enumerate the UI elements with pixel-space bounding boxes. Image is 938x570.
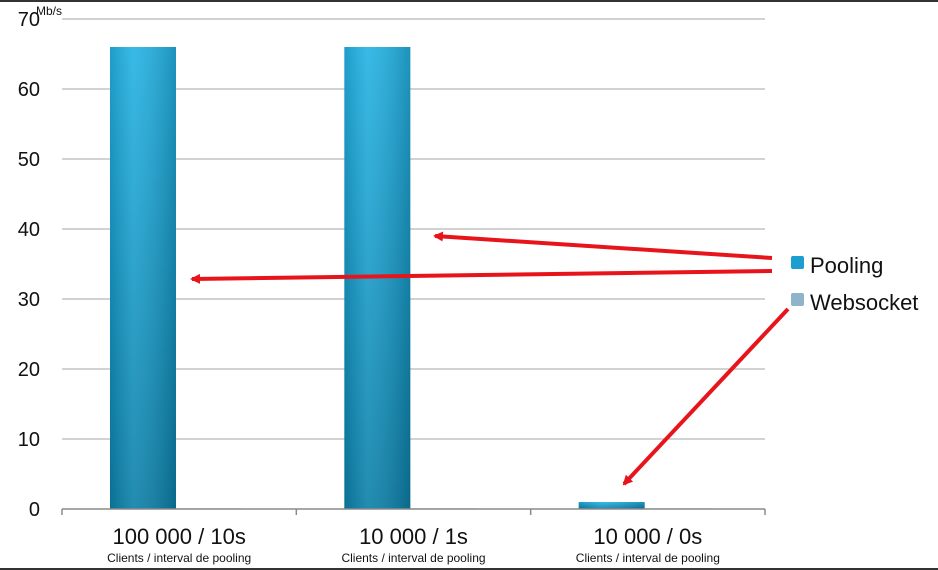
category-label: 10 000 / 0s [593,524,702,549]
legend-swatch-pooling [791,256,804,269]
y-tick-label: 30 [18,289,40,311]
category-sublabel: Clients / interval de pooling [107,551,251,565]
legend-label-pooling: Pooling [810,253,883,278]
legend-label-websocket: Websocket [810,290,918,315]
category-sublabel: Clients / interval de pooling [576,551,720,565]
y-tick-label: 50 [18,149,40,171]
bar-shade-2 [578,502,645,509]
y-unit-label: Mb/s [36,4,62,18]
y-axis-ticks: 0 10 20 30 40 50 60 70 [18,9,40,521]
x-axis [61,508,766,515]
y-tick-label: 0 [29,499,40,521]
category-sublabel: Clients / interval de pooling [341,551,485,565]
y-tick-label: 20 [18,359,40,381]
y-tick-label: 60 [18,79,40,101]
legend-swatch-websocket [791,293,804,306]
y-tick-label: 10 [18,429,40,451]
annotation-arrows [190,231,790,486]
x-axis-categories: 100 000 / 10s Clients / interval de pooli… [107,524,720,565]
category-label: 10 000 / 1s [359,524,468,549]
category-label: 100 000 / 10s [112,524,245,549]
y-tick-label: 40 [18,219,40,241]
gridlines [62,18,765,440]
annotation-arrow-pooling-bar2 [433,231,773,260]
y-tick-label: 70 [18,9,40,31]
legend: Pooling Websocket [791,253,918,315]
annotation-arrow-websocket [622,307,790,486]
annotation-arrow-pooling-bar1 [190,269,773,284]
bar-shade-0 [110,47,176,509]
